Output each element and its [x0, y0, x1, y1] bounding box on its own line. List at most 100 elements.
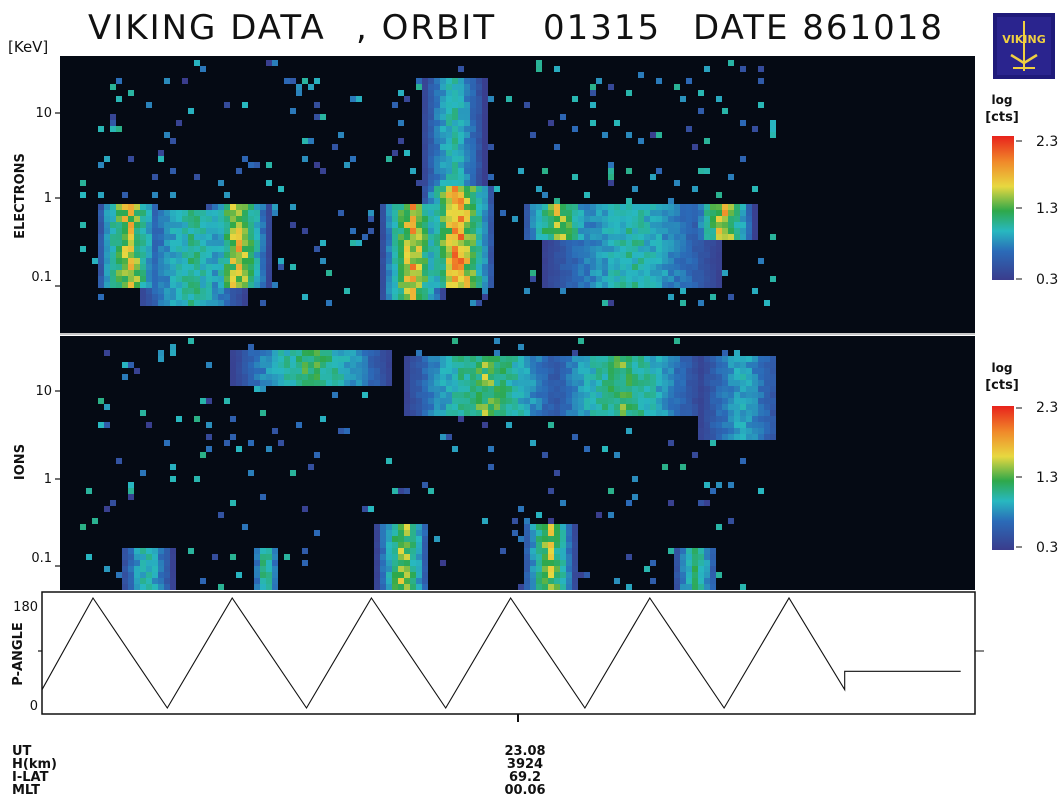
- spectrogram-cell: [752, 380, 758, 386]
- spectrogram-cell: [470, 150, 476, 156]
- spectrogram-cell: [182, 264, 188, 270]
- spectrogram-cell: [404, 536, 410, 542]
- spectrogram-cell: [224, 264, 230, 270]
- spectrogram-cell: [494, 338, 500, 344]
- spectrogram-cell: [416, 368, 422, 374]
- spectrogram-cell: [200, 276, 206, 282]
- spectrogram-cell: [764, 380, 770, 386]
- spectrogram-cell: [416, 84, 422, 90]
- spectrogram-cell: [428, 288, 434, 294]
- spectrogram-cell: [416, 362, 422, 368]
- spectrogram-cell: [458, 174, 464, 180]
- spectrogram-cell: [722, 270, 728, 276]
- spectrogram-cell: [644, 252, 650, 258]
- spectrogram-cell: [476, 156, 482, 162]
- spectrogram-cell: [374, 530, 380, 536]
- spectrogram-cell: [716, 96, 722, 102]
- spectrogram-cell: [422, 404, 428, 410]
- spectrogram-cell: [692, 240, 698, 246]
- spectrogram-cell: [656, 210, 662, 216]
- spectrogram-cell: [446, 90, 452, 96]
- spectrogram-cell: [104, 258, 110, 264]
- spectrogram-cell: [704, 404, 710, 410]
- spectrogram-cell: [620, 410, 626, 416]
- spectrogram-cell: [692, 566, 698, 572]
- spectrogram-cell: [638, 386, 644, 392]
- spectrogram-cell: [440, 434, 446, 440]
- spectrogram-cell: [236, 252, 242, 258]
- spectrogram-cell: [674, 210, 680, 216]
- spectrogram-cell: [392, 294, 398, 300]
- spectrogram-cell: [122, 584, 128, 590]
- spectrogram-cell: [206, 252, 212, 258]
- spectrogram-cell: [572, 204, 578, 210]
- spectrogram-cell: [680, 566, 686, 572]
- spectrogram-cell: [422, 156, 428, 162]
- spectrogram-cell: [722, 368, 728, 374]
- spectrogram-cell: [740, 210, 746, 216]
- spectrogram-cell: [614, 398, 620, 404]
- spectrogram-cell: [518, 536, 524, 542]
- spectrogram-cell: [134, 246, 140, 252]
- spectrogram-cell: [770, 386, 776, 392]
- spectrogram-cell: [176, 252, 182, 258]
- spectrogram-cell: [122, 222, 128, 228]
- spectrogram-cell: [446, 380, 452, 386]
- spectrogram-cell: [122, 270, 128, 276]
- spectrogram-cell: [488, 464, 494, 470]
- spectrogram-cell: [692, 264, 698, 270]
- spectrogram-cell: [416, 78, 422, 84]
- spectrogram-cell: [578, 410, 584, 416]
- spectrogram-cell: [152, 222, 158, 228]
- spectrogram-cell: [476, 404, 482, 410]
- spectrogram-cell: [470, 132, 476, 138]
- spectrogram-cell: [128, 204, 134, 210]
- spectrogram-cell: [506, 392, 512, 398]
- spectrogram-cell: [614, 578, 620, 584]
- spectrogram-cell: [698, 356, 704, 362]
- spectrogram-cell: [680, 398, 686, 404]
- spectrogram-cell: [548, 228, 554, 234]
- spectrogram-cell: [560, 380, 566, 386]
- spectrogram-cell: [770, 368, 776, 374]
- spectrogram-cell: [572, 216, 578, 222]
- spectrogram-cell: [746, 392, 752, 398]
- spectrogram-cell: [668, 258, 674, 264]
- spectrogram-cell: [440, 240, 446, 246]
- spectrogram-cell: [320, 380, 326, 386]
- spectrogram-cell: [686, 204, 692, 210]
- spectrogram-cell: [332, 356, 338, 362]
- spectrogram-cell: [614, 120, 620, 126]
- spectrogram-cell: [266, 222, 272, 228]
- spectrogram-cell: [314, 356, 320, 362]
- spectrogram-cell: [476, 410, 482, 416]
- spectrogram-cell: [290, 470, 296, 476]
- spectrogram-cell: [638, 374, 644, 380]
- spectrogram-cell: [392, 246, 398, 252]
- spectrogram-cell: [740, 410, 746, 416]
- spectrogram-cell: [476, 398, 482, 404]
- spectrogram-cell: [122, 282, 128, 288]
- spectrogram-cell: [536, 66, 542, 72]
- spectrogram-cell: [146, 578, 152, 584]
- spectrogram-cell: [524, 584, 530, 590]
- spectrogram-cell: [230, 368, 236, 374]
- spectrogram-cell: [242, 300, 248, 306]
- spectrogram-cell: [704, 252, 710, 258]
- spectrogram-cell: [764, 374, 770, 380]
- spectrogram-cell: [482, 96, 488, 102]
- spectrogram-cell: [254, 276, 260, 282]
- spectrogram-cell: [494, 368, 500, 374]
- spectrogram-cell: [548, 356, 554, 362]
- spectrogram-cell: [500, 210, 506, 216]
- spectrogram-cell: [722, 350, 728, 356]
- spectrogram-cell: [260, 560, 266, 566]
- spectrogram-cell: [242, 102, 248, 108]
- spectrogram-cell: [698, 374, 704, 380]
- spectrogram-cell: [224, 440, 230, 446]
- spectrogram-cell: [158, 282, 164, 288]
- spectrogram-cell: [536, 512, 542, 518]
- spectrogram-cell: [452, 90, 458, 96]
- spectrogram-cell: [140, 258, 146, 264]
